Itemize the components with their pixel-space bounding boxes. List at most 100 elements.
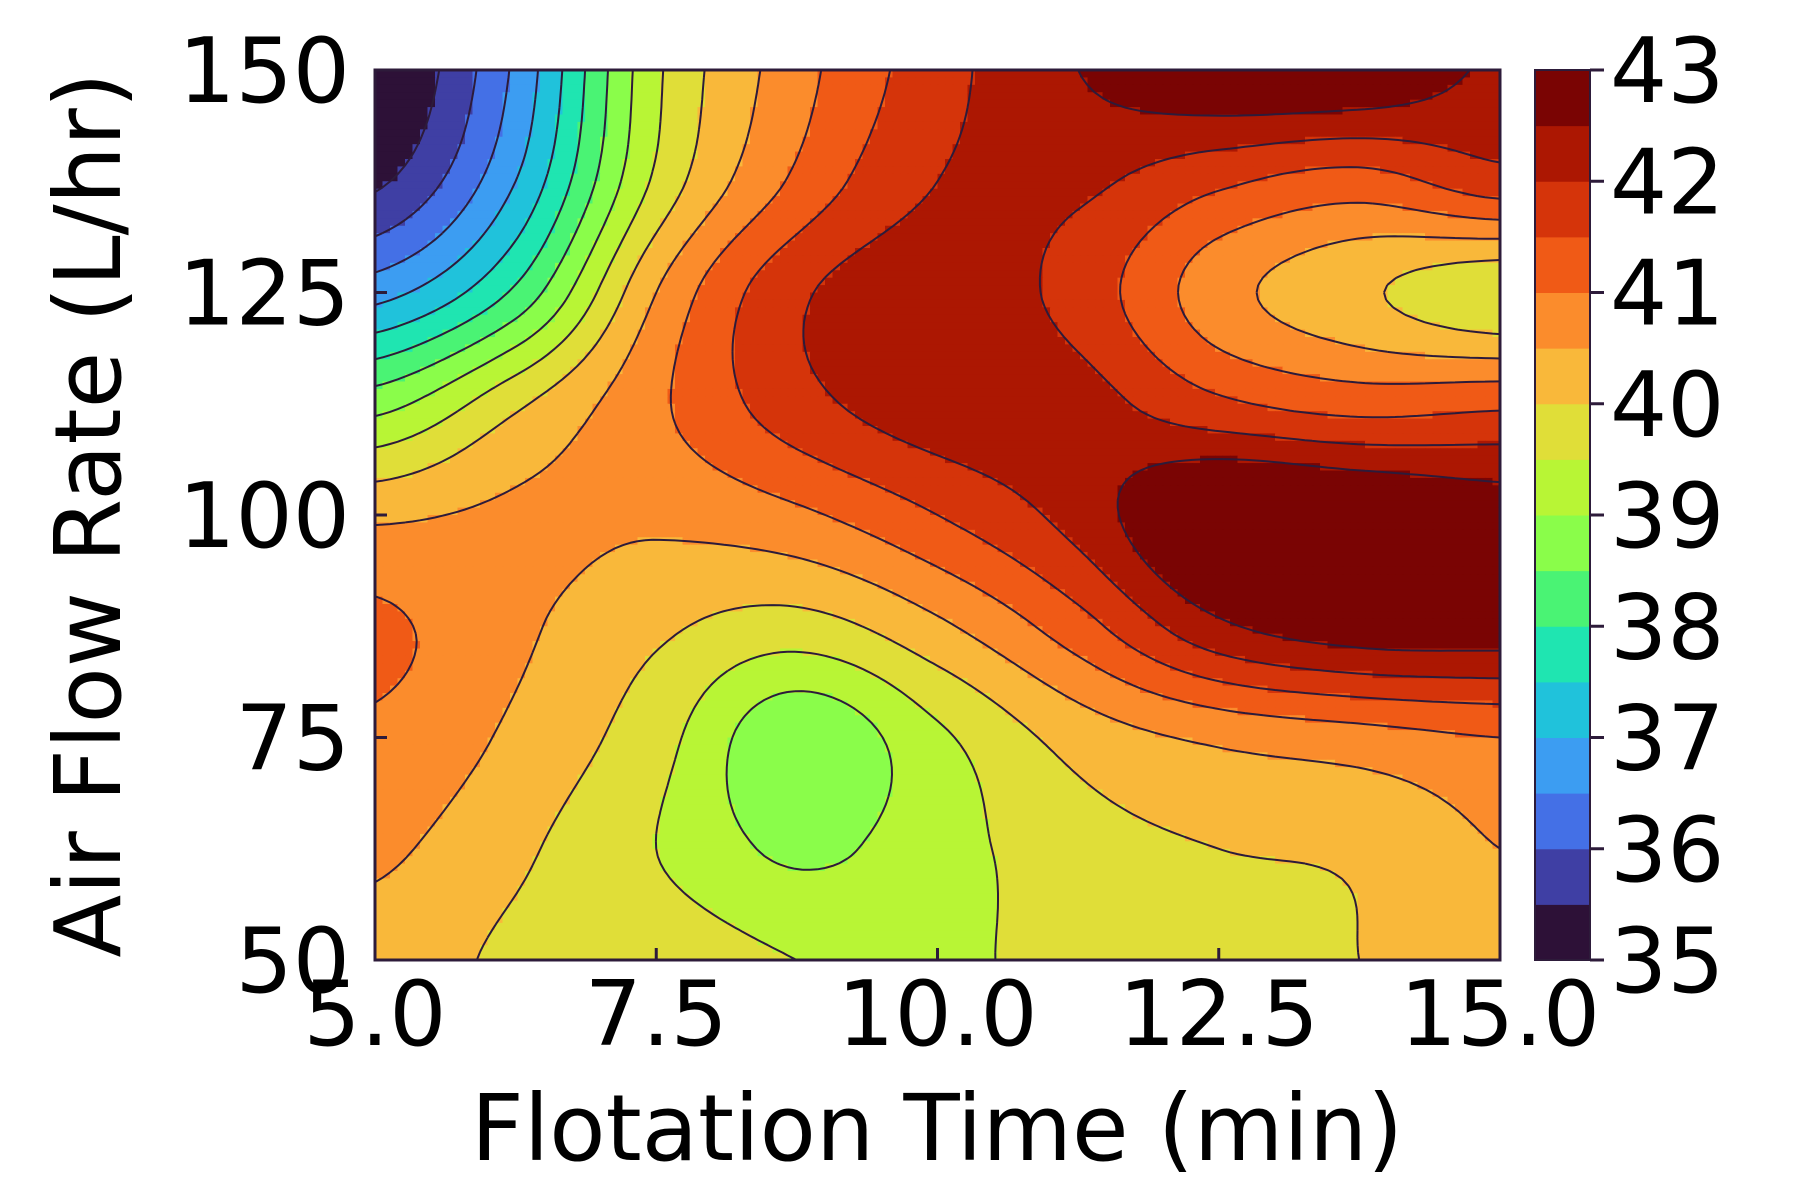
contour-cell [585, 270, 594, 279]
contour-cell [1282, 84, 1291, 93]
contour-cell [877, 84, 886, 93]
contour-cell [1395, 292, 1404, 301]
contour-cell [975, 255, 984, 264]
contour-cell [397, 277, 406, 286]
contour-cell [1207, 225, 1216, 234]
contour-cell [660, 248, 669, 257]
contour-cell [1447, 240, 1456, 249]
contour-cell [375, 181, 384, 190]
contour-cell [1312, 151, 1321, 160]
contour-cell [412, 299, 421, 308]
contour-cell [435, 99, 444, 108]
contour-cell [727, 225, 736, 234]
contour-cell [847, 233, 856, 242]
contour-cell [862, 210, 871, 219]
contour-cell [1215, 99, 1224, 108]
contour-cell [465, 114, 474, 123]
contour-cell [1087, 307, 1096, 316]
contour-cell [787, 285, 796, 294]
contour-cell [1282, 107, 1291, 116]
contour-cell [1387, 255, 1396, 264]
contour-cell [1222, 218, 1231, 227]
contour-cell [810, 299, 819, 308]
contour-cell [960, 270, 969, 279]
contour-cell [877, 240, 886, 249]
contour-cell [750, 121, 759, 130]
contour-cell [1117, 248, 1126, 257]
contour-cell [1357, 114, 1366, 123]
contour-cell [832, 114, 841, 123]
contour-cell [862, 70, 871, 79]
contour-cell [1125, 129, 1134, 138]
contour-cell [772, 196, 781, 205]
contour-cell [502, 314, 511, 323]
contour-cell [1245, 225, 1254, 234]
contour-cell [930, 159, 939, 168]
contour-cell [1387, 262, 1396, 271]
contour-cell [1432, 129, 1441, 138]
contour-cell [765, 144, 774, 153]
contour-cell [1402, 107, 1411, 116]
contour-cell [1245, 292, 1254, 301]
contour-cell [1267, 107, 1276, 116]
contour-cell [390, 114, 399, 123]
contour-cell [510, 159, 519, 168]
contour-cell [1372, 129, 1381, 138]
contour-cell [1462, 129, 1471, 138]
contour-cell [727, 107, 736, 116]
contour-cell [1035, 255, 1044, 264]
contour-cell [705, 114, 714, 123]
contour-cell [757, 181, 766, 190]
contour-cell [1080, 218, 1089, 227]
contour-cell [405, 136, 414, 145]
contour-cell [1305, 262, 1314, 271]
contour-cell [577, 292, 586, 301]
contour-cell [1290, 262, 1299, 271]
contour-cell [727, 299, 736, 308]
contour-cell [555, 92, 564, 101]
contour-cell [1230, 151, 1239, 160]
contour-cell [960, 136, 969, 145]
contour-cell [1042, 129, 1051, 138]
contour-cell [397, 233, 406, 242]
contour-cell [592, 121, 601, 130]
contour-cell [1200, 151, 1209, 160]
contour-cell [1447, 151, 1456, 160]
contour-cell [510, 233, 519, 242]
contour-cell [937, 270, 946, 279]
contour-cell [1192, 84, 1201, 93]
contour-cell [435, 159, 444, 168]
contour-cell [1365, 225, 1374, 234]
contour-cell [1357, 173, 1366, 182]
contour-cell [712, 70, 721, 79]
contour-cell [795, 77, 804, 86]
contour-cell [1245, 255, 1254, 264]
contour-cell [742, 84, 751, 93]
contour-cell [1447, 114, 1456, 123]
contour-cell [562, 233, 571, 242]
contour-cell [1057, 240, 1066, 249]
contour-cell [1470, 277, 1479, 286]
contour-cell [810, 70, 819, 79]
contour-cell [697, 248, 706, 257]
contour-cell [1327, 129, 1336, 138]
contour-cell [997, 270, 1006, 279]
contour-cell [1275, 107, 1284, 116]
contour-cell [990, 255, 999, 264]
contour-cell [705, 159, 714, 168]
contour-cell [540, 107, 549, 116]
contour-cell [1140, 299, 1149, 308]
contour-cell [577, 77, 586, 86]
contour-cell [900, 248, 909, 257]
contour-cell [937, 84, 946, 93]
contour-cell [817, 203, 826, 212]
contour-cell [577, 129, 586, 138]
contour-cell [1192, 233, 1201, 242]
contour-cell [900, 262, 909, 271]
contour-cell [1297, 270, 1306, 279]
contour-cell [547, 240, 556, 249]
contour-cell [780, 181, 789, 190]
contour-cell [817, 77, 826, 86]
contour-cell [1275, 240, 1284, 249]
contour-cell [517, 285, 526, 294]
